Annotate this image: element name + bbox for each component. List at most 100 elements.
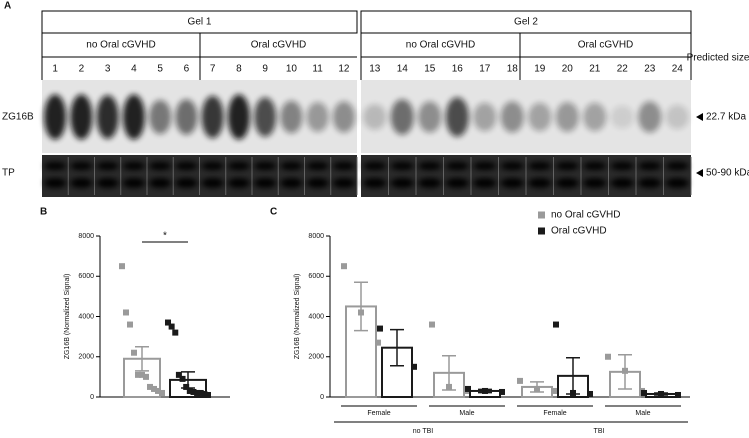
legend-swatch: [538, 227, 545, 235]
band: [555, 102, 579, 132]
tp-band: [473, 162, 497, 170]
band: [638, 101, 662, 133]
data-point: [465, 385, 471, 392]
tp-band: [445, 162, 469, 170]
tp-band: [473, 178, 497, 188]
tp-band: [445, 178, 469, 188]
gel-title: Gel 2: [514, 17, 538, 28]
data-point: [375, 339, 381, 346]
band: [332, 101, 355, 133]
data-point: [197, 389, 204, 396]
blot-zg16b: [361, 80, 691, 153]
tp-band: [175, 178, 198, 188]
tp-band: [201, 162, 224, 170]
band: [201, 95, 224, 139]
data-point: [135, 371, 141, 378]
data-point: [341, 263, 347, 270]
lane-number: 6: [184, 64, 190, 75]
data-point: [168, 323, 175, 330]
data-point: [194, 389, 201, 396]
data-point: [165, 319, 171, 326]
band: [445, 97, 469, 137]
lane-number: 7: [210, 64, 216, 75]
arrowhead: [696, 113, 703, 121]
band: [665, 104, 689, 130]
data-point: [377, 325, 383, 332]
tp-band: [638, 178, 662, 188]
y-tick-label: 4000: [78, 313, 94, 320]
gel-title-box: [360, 10, 692, 34]
band: [306, 102, 329, 132]
band: [363, 104, 387, 130]
y-tick-label: 4000: [308, 313, 324, 320]
group-label: no TBI: [413, 428, 434, 435]
tp-band: [665, 178, 689, 188]
data-point: [119, 263, 125, 270]
lane-number: 23: [644, 64, 656, 75]
tp-band: [70, 162, 93, 170]
data-point: [587, 390, 593, 397]
group-label: Oral cGVHD: [251, 40, 307, 51]
group-label: no Oral cGVHD: [406, 40, 475, 51]
tp-band: [638, 162, 662, 170]
lane-number: 14: [397, 64, 409, 75]
band: [280, 100, 303, 134]
tp-band: [500, 178, 524, 188]
data-point: [534, 385, 540, 392]
error-bar: [390, 328, 404, 367]
arrowhead: [696, 169, 703, 177]
lane-number: 11: [312, 64, 323, 75]
tp-band: [528, 162, 552, 170]
y-tick-label: 6000: [78, 273, 94, 280]
x-tick-label: Female: [367, 410, 390, 417]
tp-band: [390, 162, 414, 170]
tp-band: [555, 162, 579, 170]
data-point: [641, 389, 647, 396]
x-tick-label: Female: [543, 410, 566, 417]
data-point: [123, 309, 129, 316]
data-point: [446, 383, 452, 390]
tp-band: [44, 178, 67, 188]
legend-label: no Oral cGVHD: [551, 210, 620, 221]
band: [175, 99, 198, 135]
tp-band: [583, 178, 607, 188]
data-point: [675, 391, 681, 398]
row-label: TP: [2, 168, 15, 179]
row-label: ZG16B: [2, 112, 34, 123]
data-point: [429, 321, 435, 328]
lane-number: 5: [157, 64, 163, 75]
lane-number: 22: [617, 64, 629, 75]
row-size: 50-90 kDa: [706, 168, 749, 179]
lane-number: 17: [479, 64, 491, 75]
data-point: [605, 353, 611, 360]
x-tick-label: Male: [635, 410, 650, 417]
legend-swatch: [538, 211, 545, 219]
tp-band: [175, 162, 198, 170]
tp-band: [390, 178, 414, 188]
tp-band: [583, 162, 607, 170]
band: [473, 102, 497, 132]
data-point: [143, 373, 149, 380]
lane-number: 21: [589, 64, 601, 75]
data-point: [570, 389, 576, 396]
y-tick-label: 0: [90, 394, 94, 401]
data-point: [517, 377, 523, 384]
tp-band: [149, 178, 172, 188]
data-point: [172, 329, 179, 336]
panel-label: B: [40, 207, 47, 218]
lane-number: 20: [562, 64, 574, 75]
x-tick-label: Male: [459, 410, 474, 417]
error-bar: [135, 345, 149, 372]
y-tick-label: 8000: [78, 233, 94, 240]
data-point: [147, 383, 153, 390]
tp-band: [332, 178, 355, 188]
band: [254, 97, 277, 137]
lane-number: 1: [52, 64, 58, 75]
band: [149, 100, 172, 134]
lane-number: 19: [534, 64, 546, 75]
data-point: [658, 390, 664, 397]
data-point: [190, 388, 197, 395]
tp-band: [610, 162, 634, 170]
band: [528, 102, 552, 132]
tp-band: [610, 178, 634, 188]
